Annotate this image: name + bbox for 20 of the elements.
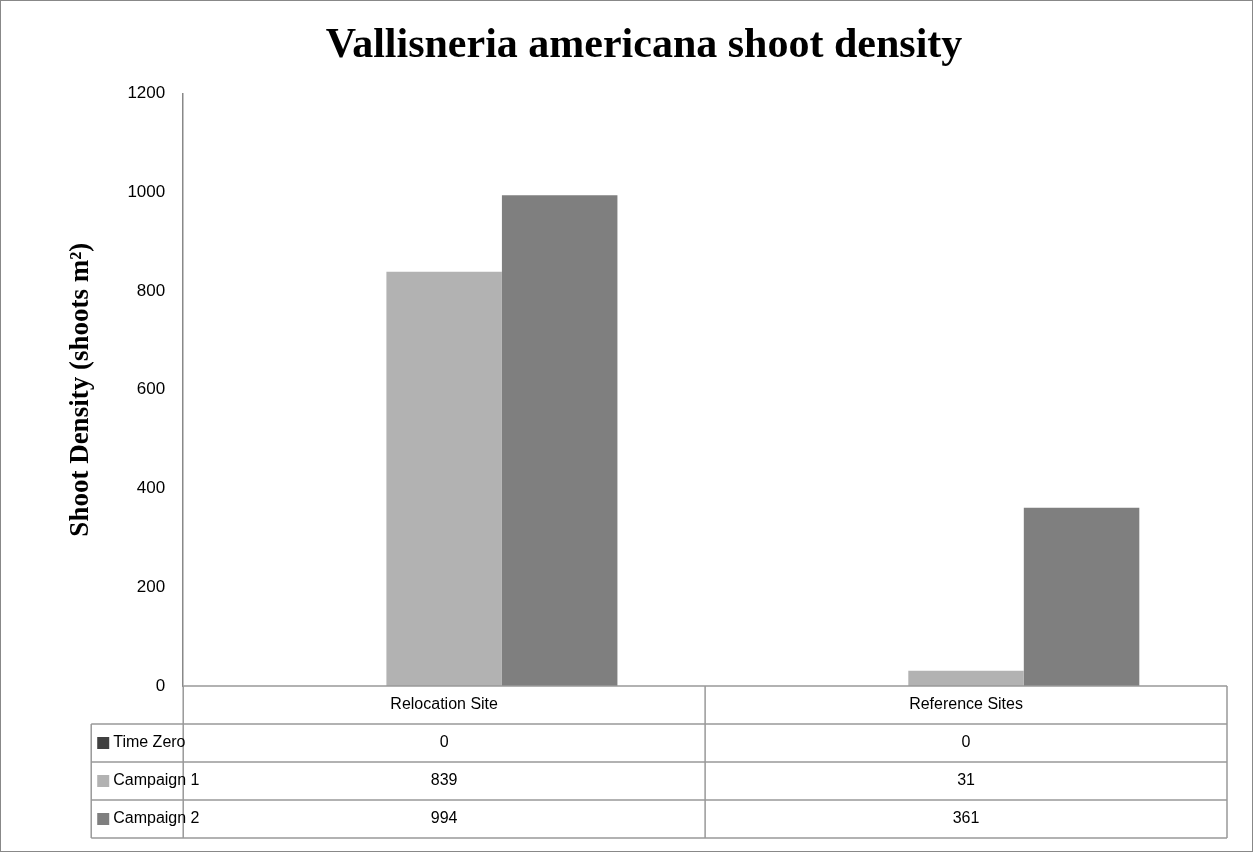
- data-label: 31: [957, 771, 976, 789]
- data-label: 0: [961, 733, 971, 751]
- data-label: 839: [430, 771, 458, 789]
- y-tick-label: 1000: [127, 181, 166, 201]
- y-tick-label: 600: [136, 379, 166, 399]
- y-tick-label: 400: [136, 478, 166, 498]
- y-tick-label: 200: [136, 576, 166, 596]
- y-axis-title: Shoot Density (shoots m²): [64, 242, 95, 537]
- x-tick-label: Relocation Site: [390, 695, 499, 713]
- legend-label: Time Zero: [113, 733, 186, 751]
- data-label: 0: [439, 733, 449, 751]
- y-tick-label: 800: [136, 280, 166, 300]
- legend-label: Campaign 2: [113, 809, 200, 827]
- legend-label: Campaign 1: [113, 771, 200, 789]
- x-tick-label: Reference Sites: [909, 695, 1023, 713]
- data-label: 361: [952, 809, 980, 827]
- chart-title: Vallisneria americana shoot density: [325, 20, 963, 67]
- y-tick-label: 0: [155, 675, 166, 695]
- data-label: 994: [430, 809, 458, 827]
- y-tick-label: 1200: [127, 83, 166, 103]
